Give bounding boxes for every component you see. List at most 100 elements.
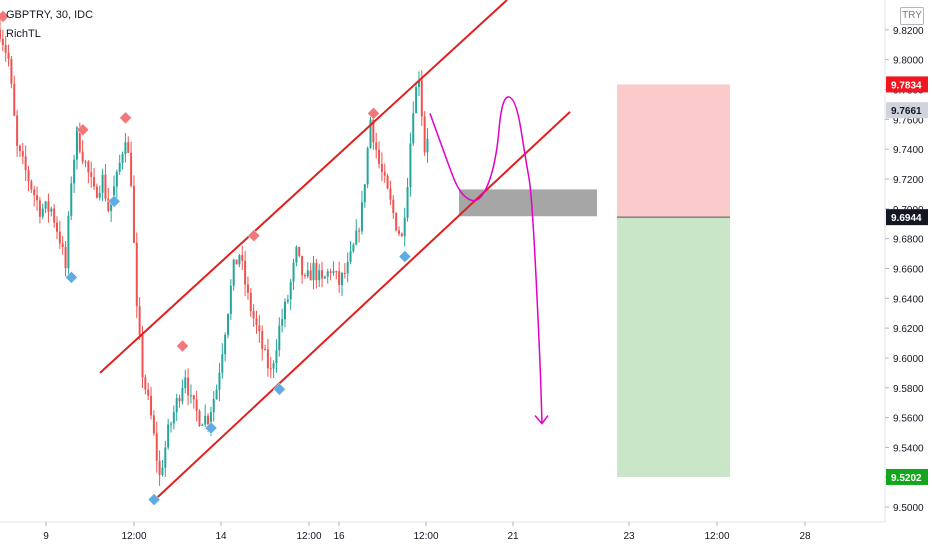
candle-body (50, 208, 53, 212)
swing-high-marker (119, 111, 132, 125)
candle-body (420, 80, 423, 117)
swing-low-marker (273, 382, 286, 396)
price-badge-label: 9.6944 (891, 213, 922, 224)
candle-body (321, 270, 324, 279)
candle-body (346, 261, 349, 274)
time-tick-label: 14 (215, 531, 227, 542)
candle-body (44, 201, 47, 209)
candle-body (227, 314, 229, 335)
candle-body (341, 272, 343, 286)
candle-body (209, 412, 212, 425)
supply-zone-box (459, 189, 597, 217)
candle-body (303, 275, 306, 277)
candle-body (135, 242, 138, 307)
candle-body (21, 151, 24, 157)
candle-body (275, 350, 278, 364)
candle-body (178, 398, 181, 402)
price-tick-label: 9.5800 (893, 384, 924, 395)
candle-body (95, 186, 98, 198)
candle-body (167, 424, 170, 448)
candle-body (380, 163, 383, 172)
take-profit-zone (617, 217, 730, 477)
candle-body (235, 259, 238, 265)
candle-body (312, 262, 315, 281)
swing-low-marker (398, 250, 412, 263)
price-tick-label: 9.5400 (893, 443, 924, 454)
candle-body (192, 395, 195, 400)
candle-body (207, 415, 210, 425)
candle-body (372, 119, 375, 143)
candle-body (261, 331, 264, 350)
candle-body (78, 127, 81, 152)
candle-body (255, 318, 258, 326)
candle-body (4, 44, 7, 53)
time-tick-label: 12:00 (704, 531, 729, 542)
candle-body (426, 138, 429, 153)
candle-body (110, 199, 113, 212)
price-tick-label: 9.7200 (893, 175, 924, 186)
candle-body (187, 377, 190, 396)
projection-path (429, 96, 543, 424)
candle-body (398, 230, 400, 234)
candle-body (349, 251, 352, 262)
candle-body (298, 246, 301, 256)
candle-body (318, 270, 321, 281)
candle-body (101, 174, 104, 193)
candle-body (244, 260, 247, 285)
candle-body (212, 399, 215, 413)
candle-body (98, 192, 101, 198)
time-tick-label: 9 (43, 531, 49, 542)
candle-body (352, 244, 355, 252)
candle-body (392, 199, 395, 213)
candle-body (355, 230, 358, 245)
candle-body (415, 86, 418, 114)
swing-low-marker (204, 421, 218, 435)
candle-body (132, 185, 135, 243)
candle-body (38, 200, 41, 217)
time-tick-label: 28 (799, 531, 811, 542)
price-badge-target (886, 468, 928, 485)
candle-body (306, 270, 309, 277)
candle-body (73, 159, 76, 184)
currency-badge[interactable]: TRY (900, 7, 924, 25)
candle-body (232, 259, 235, 286)
candle-body (184, 377, 187, 389)
candle-body (284, 301, 286, 320)
swing-high-marker (247, 229, 261, 242)
candle-body (338, 271, 341, 286)
price-tick-label: 9.7600 (893, 115, 924, 126)
candle-body (175, 398, 178, 413)
candle-body (147, 389, 150, 396)
symbol-title: GBPTRY, 30, IDC (6, 9, 94, 21)
candle-body (161, 467, 164, 475)
projection-arrowhead (534, 415, 549, 425)
candle-body (56, 222, 58, 232)
candle-body (155, 433, 158, 461)
candle-body (118, 162, 121, 172)
candle-body (224, 334, 227, 355)
candle-body (272, 363, 275, 369)
candle-body (67, 215, 70, 269)
candle-body (215, 389, 218, 400)
candle-body (138, 306, 141, 335)
price-tick-label: 9.8200 (893, 26, 924, 37)
candle-body (75, 127, 78, 160)
candle-body (84, 161, 87, 163)
price-tick-label: 9.8000 (893, 56, 924, 67)
candle-body (181, 388, 184, 402)
candle-body (201, 424, 204, 426)
candle-body (358, 230, 361, 232)
swing-low-marker (107, 194, 121, 208)
candle-body (158, 460, 161, 475)
candle-body (115, 171, 118, 187)
candle-body (124, 142, 127, 155)
candle-body (150, 395, 153, 416)
candle-body (221, 354, 224, 373)
candle-body (130, 152, 133, 186)
candle-body (172, 412, 175, 424)
candle-body (53, 208, 56, 223)
price-tick-label: 9.6200 (893, 324, 924, 335)
candle-body (326, 271, 329, 277)
